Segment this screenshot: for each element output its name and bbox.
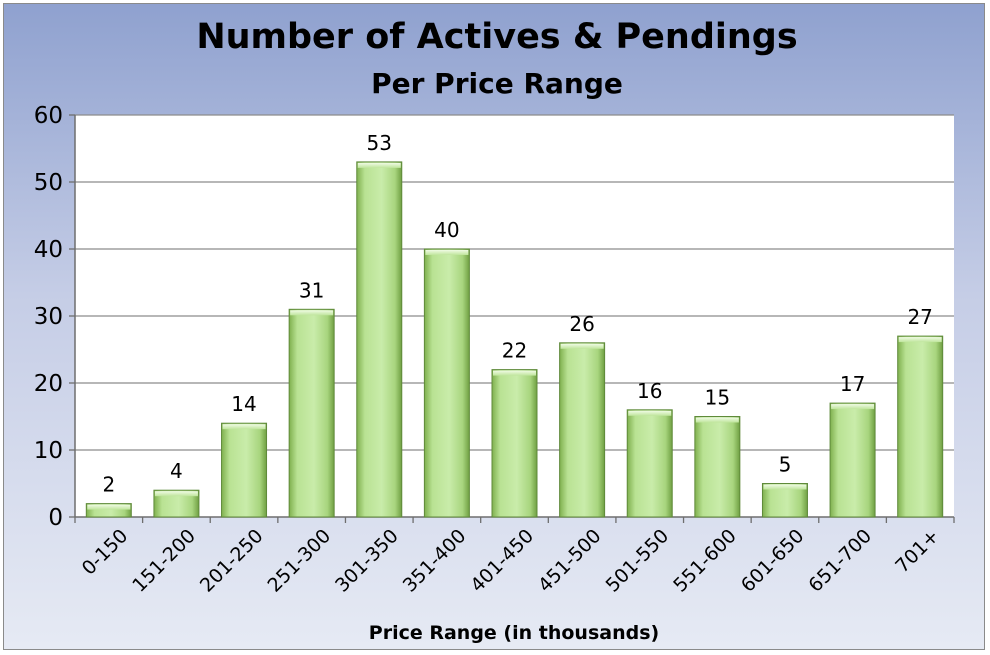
bar	[897, 335, 944, 518]
x-tick-label: 601-650	[737, 525, 809, 597]
bar-highlight	[560, 343, 604, 349]
bar	[221, 422, 268, 518]
bar-highlight	[290, 310, 334, 316]
y-tick-label: 20	[34, 371, 63, 397]
chart-title: Number of Actives & Pendings	[196, 17, 797, 57]
bar	[559, 342, 606, 518]
bar-body	[288, 308, 335, 518]
y-tick-label: 50	[34, 170, 63, 196]
bar	[356, 161, 403, 518]
x-tick-label: 551-600	[669, 525, 741, 597]
x-tick-label: 401-450	[466, 525, 538, 597]
bar-body	[829, 402, 876, 518]
x-tick-label: 301-350	[331, 525, 403, 597]
data-label: 40	[434, 218, 459, 242]
x-tick-label: 451-500	[534, 525, 606, 597]
x-tick-label: 0-150	[78, 525, 133, 580]
bar	[153, 489, 200, 518]
data-label: 27	[907, 305, 932, 329]
data-label: 16	[637, 379, 662, 403]
x-tick-label: 501-550	[602, 525, 674, 597]
bar-highlight	[425, 250, 469, 255]
y-tick-label: 60	[34, 103, 63, 129]
bar-body	[221, 422, 268, 518]
y-tick-label: 30	[34, 304, 63, 330]
bar-body	[491, 369, 538, 518]
bar-body	[559, 342, 606, 518]
bar-body	[897, 335, 944, 518]
bar	[85, 503, 132, 518]
bar-highlight	[763, 484, 807, 490]
bar	[829, 402, 876, 518]
bar	[626, 409, 673, 518]
data-label: 4	[170, 459, 183, 483]
bar-highlight	[898, 337, 942, 343]
bar	[491, 369, 538, 518]
y-tick-label: 10	[34, 438, 63, 464]
y-tick-label: 40	[34, 237, 63, 263]
data-label: 14	[231, 392, 256, 416]
bar-body	[423, 248, 470, 518]
data-label: 26	[569, 312, 594, 336]
bar	[761, 483, 808, 518]
data-label: 22	[502, 339, 527, 363]
y-tick-label: 0	[48, 505, 63, 531]
x-tick-label: 251-300	[263, 525, 335, 597]
bar-body	[356, 161, 403, 518]
x-tick-label: 151-200	[128, 525, 200, 597]
bar	[423, 248, 470, 518]
bar	[694, 416, 741, 518]
bar-highlight	[87, 504, 131, 510]
data-label: 2	[102, 473, 115, 497]
bar-body	[694, 416, 741, 518]
x-tick-label: 701+	[891, 525, 943, 577]
x-tick-label: 201-250	[196, 525, 268, 597]
x-tick-label: 351-400	[399, 525, 471, 597]
data-label: 17	[840, 372, 865, 396]
bar-highlight	[493, 370, 536, 376]
data-label: 15	[705, 386, 730, 410]
data-label: 5	[779, 453, 792, 477]
x-tick-label: 651-700	[804, 525, 876, 597]
x-axis-label: Price Range (in thousands)	[369, 622, 659, 644]
bar-highlight	[154, 491, 198, 497]
bar	[288, 308, 335, 518]
bar-highlight	[628, 410, 672, 416]
data-label: 53	[367, 131, 392, 155]
data-label: 31	[299, 278, 324, 302]
chart-subtitle: Per Price Range	[371, 67, 623, 100]
bar-highlight	[831, 404, 875, 410]
bar-highlight	[695, 417, 739, 423]
bar-highlight	[357, 162, 401, 168]
bar-highlight	[222, 424, 266, 430]
bar-body	[626, 409, 673, 518]
